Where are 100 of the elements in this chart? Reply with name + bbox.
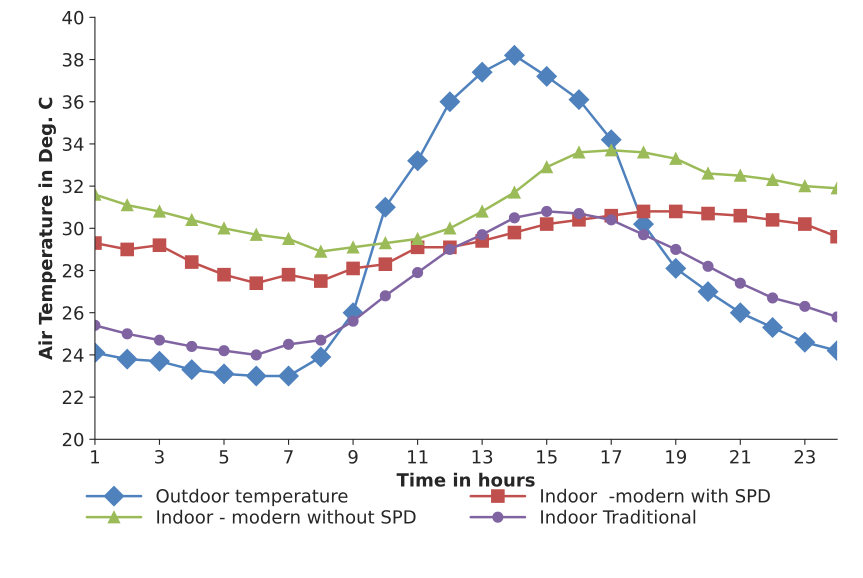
x-tick-label: 5 <box>220 450 228 464</box>
point <box>540 160 553 174</box>
y-tick-label: 34 <box>62 137 84 152</box>
point <box>412 267 424 278</box>
point <box>282 338 294 350</box>
point <box>730 302 751 323</box>
point <box>184 255 199 269</box>
point <box>734 208 748 222</box>
legend-label: Indoor Traditional <box>541 510 696 524</box>
y-tick-label: 26 <box>62 306 84 320</box>
point <box>601 129 622 150</box>
legend-label: Indoor -modern with SPD <box>541 488 770 503</box>
point <box>734 278 746 289</box>
point <box>472 62 492 82</box>
point <box>121 198 134 212</box>
point <box>605 144 618 156</box>
point <box>702 260 714 272</box>
point <box>476 229 488 240</box>
point <box>380 290 391 302</box>
x-axis-title: Time in hours <box>396 472 535 487</box>
point <box>698 281 718 302</box>
point <box>116 348 138 370</box>
x-tick-label: 1 <box>91 450 100 464</box>
point <box>504 45 525 66</box>
point <box>186 214 198 226</box>
point <box>670 244 682 255</box>
x-tick-label: 3 <box>155 450 164 464</box>
point <box>346 262 360 276</box>
point <box>798 180 812 192</box>
point <box>153 205 166 218</box>
y-tick-label: 36 <box>62 95 84 109</box>
y-tick-label: 32 <box>62 180 83 194</box>
point <box>702 167 714 180</box>
point <box>767 292 778 304</box>
x-tick-label: 13 <box>472 450 492 464</box>
point <box>766 174 779 186</box>
x-tick-label: 19 <box>666 450 686 464</box>
point <box>182 359 202 380</box>
legend-label: Outdoor temperature <box>156 488 348 506</box>
point <box>573 208 585 220</box>
point <box>541 206 552 217</box>
point <box>375 196 396 218</box>
point <box>766 213 780 227</box>
point <box>572 146 586 159</box>
point <box>315 334 326 346</box>
point <box>794 332 816 352</box>
point <box>407 150 428 172</box>
point <box>217 268 231 282</box>
point <box>249 276 264 290</box>
y-tick-label: 22 <box>62 390 83 404</box>
point <box>762 317 783 338</box>
x-tick-label: 11 <box>408 450 428 464</box>
point <box>348 316 359 327</box>
point <box>218 222 230 234</box>
point <box>637 146 650 159</box>
point <box>186 340 198 352</box>
point <box>246 366 266 386</box>
y-tick-label: 30 <box>62 222 84 236</box>
point <box>476 205 488 218</box>
y-tick-label: 40 <box>62 10 84 24</box>
point <box>250 228 262 241</box>
point <box>508 186 521 199</box>
x-tick-label: 9 <box>348 450 358 464</box>
point <box>444 244 456 255</box>
point <box>440 92 460 112</box>
point <box>282 232 295 246</box>
point <box>536 66 557 87</box>
point <box>346 241 360 254</box>
x-tick-label: 7 <box>284 450 293 464</box>
point <box>799 300 810 312</box>
point <box>670 152 682 165</box>
point <box>606 214 617 226</box>
legend-label: Indoor - modern without SPD <box>157 510 416 524</box>
x-tick-label: 17 <box>602 450 622 464</box>
point <box>282 268 296 282</box>
point <box>508 212 520 224</box>
point <box>120 242 134 256</box>
point <box>444 222 456 234</box>
point <box>250 349 262 360</box>
point <box>214 364 234 384</box>
point <box>314 245 327 258</box>
point <box>411 232 424 246</box>
point <box>278 366 299 386</box>
point <box>540 217 554 231</box>
point <box>310 346 332 368</box>
x-tick-label: 21 <box>730 450 750 464</box>
point <box>668 204 683 218</box>
point <box>734 169 746 182</box>
x-tick-label: 15 <box>537 450 557 464</box>
point <box>379 236 392 250</box>
y-tick-label: 24 <box>62 348 84 362</box>
point <box>568 89 590 110</box>
point <box>636 204 650 218</box>
point <box>638 229 650 240</box>
point <box>314 274 328 288</box>
point <box>701 206 715 220</box>
point <box>378 257 392 271</box>
point <box>666 258 686 279</box>
x-tick-label: 23 <box>794 450 815 464</box>
point <box>149 351 170 372</box>
